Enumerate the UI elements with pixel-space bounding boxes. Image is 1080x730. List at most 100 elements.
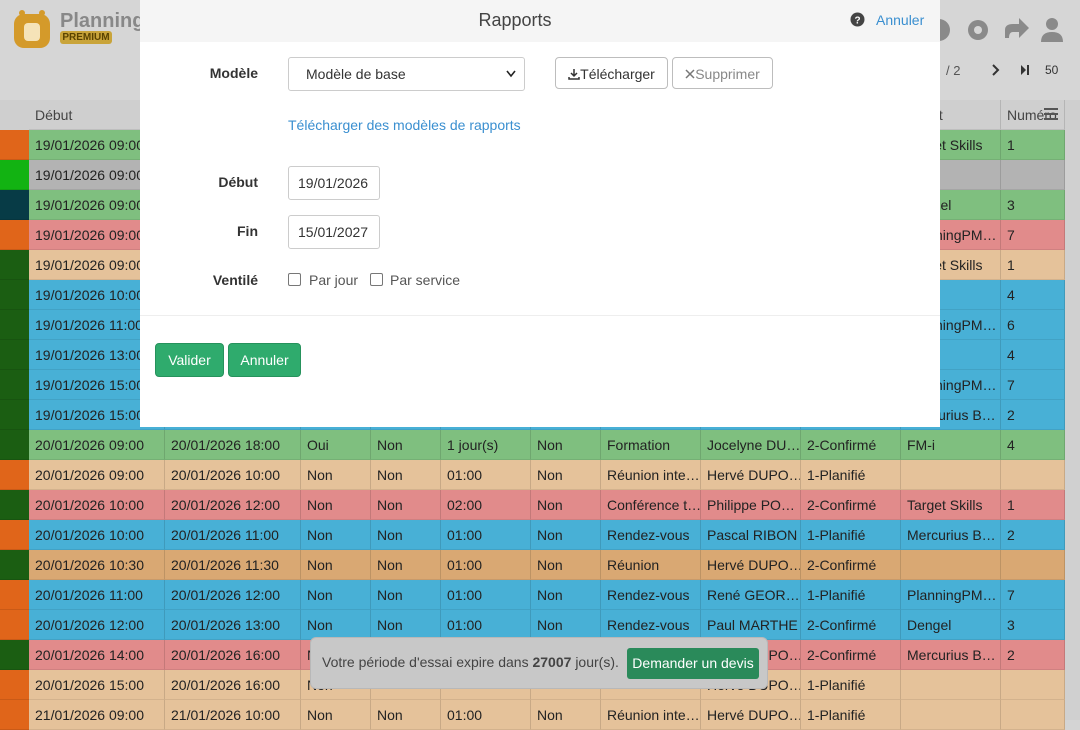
table-cell: Non — [531, 430, 601, 460]
toolbar-icons[interactable] — [925, 12, 1070, 48]
table-cell: 2-Confirmé — [801, 550, 901, 580]
table-cell — [901, 160, 1001, 190]
table-cell: Non — [301, 520, 371, 550]
cancel-link[interactable]: Annuler — [876, 12, 925, 28]
table-cell: Jocelyne DU… — [701, 430, 801, 460]
table-cell: 20/01/2026 18:00 — [165, 430, 301, 460]
table-cell: 20/01/2026 12:00 — [165, 580, 301, 610]
table-cell — [1001, 550, 1065, 580]
table-cell: Conférence t… — [601, 490, 701, 520]
table-cell: Non — [301, 610, 371, 640]
table-cell: René GEOR… — [701, 580, 801, 610]
table-cell: 20/01/2026 16:00 — [165, 640, 301, 670]
row-status-strip — [0, 220, 29, 250]
dialog-title: Rapports — [478, 10, 552, 30]
table-cell — [1001, 160, 1065, 190]
logo — [14, 10, 50, 48]
table-row — [29, 550, 1065, 580]
table-cell: Non — [301, 700, 371, 730]
start-input[interactable]: 19/01/2026 — [288, 166, 380, 200]
row-status-strip — [0, 430, 29, 460]
table-cell: Hervé DUPO… — [701, 550, 801, 580]
model-select[interactable]: Modèle de base — [288, 57, 525, 91]
table-row — [29, 520, 1065, 550]
row-status-strip — [0, 490, 29, 520]
table-cell: Philippe PO… — [701, 490, 801, 520]
scrollbar — [1065, 130, 1080, 720]
table-cell: 3 — [1001, 190, 1065, 220]
table-cell: Non — [371, 430, 441, 460]
download-button[interactable]: Télécharger — [555, 57, 668, 89]
table-cell: 7 — [1001, 370, 1065, 400]
table-cell: 1-Planifié — [801, 580, 901, 610]
quote-button[interactable]: Demander un devis — [627, 648, 759, 679]
table-cell: 1-Planifié — [801, 700, 901, 730]
table-cell: Réunion inte… — [601, 460, 701, 490]
dialog-header: Rapports ? Annuler — [140, 0, 940, 42]
delete-button[interactable]: Supprimer — [672, 57, 773, 89]
per-service-label[interactable]: Par service — [390, 272, 461, 288]
pager-buttons[interactable] — [988, 62, 1036, 78]
table-cell: 1-Planifié — [801, 460, 901, 490]
table-cell: 20/01/2026 16:00 — [165, 670, 301, 700]
table-cell — [901, 670, 1001, 700]
submit-button[interactable]: Valider — [155, 343, 224, 377]
table-cell: 20/01/2026 12:00 — [165, 490, 301, 520]
column-filter-icon[interactable] — [1044, 107, 1060, 121]
table-cell: Non — [531, 520, 601, 550]
table-cell: 01:00 — [441, 580, 531, 610]
end-input[interactable]: 15/01/2027 — [288, 215, 380, 249]
table-cell: 21/01/2026 10:00 — [165, 700, 301, 730]
table-cell: 01:00 — [441, 460, 531, 490]
table-cell — [1001, 700, 1065, 730]
page-size[interactable]: 50 — [1045, 63, 1059, 77]
table-cell: Rendez-vous — [601, 610, 701, 640]
table-cell: 20/01/2026 10:00 — [165, 460, 301, 490]
table-cell: 7 — [1001, 220, 1065, 250]
row-status-strip — [0, 160, 29, 190]
help-icon[interactable]: ? — [850, 12, 865, 27]
table-cell: Mercurius B… — [901, 520, 1001, 550]
split-label: Ventilé — [212, 272, 258, 288]
table-cell: Non — [371, 490, 441, 520]
table-cell: Non — [371, 460, 441, 490]
table-cell: Mercurius B… — [901, 640, 1001, 670]
table-cell: 01:00 — [441, 700, 531, 730]
table-cell: Non — [531, 460, 601, 490]
per-service-checkbox[interactable] — [370, 273, 383, 286]
row-status-strip — [0, 640, 29, 670]
table-cell: 20/01/2026 15:00 — [29, 670, 165, 700]
table-cell: 2-Confirmé — [801, 640, 901, 670]
table-cell: Hervé DUPO… — [701, 700, 801, 730]
premium-badge: PREMIUM — [60, 31, 112, 44]
table-cell: 20/01/2026 10:00 — [29, 520, 165, 550]
per-day-label[interactable]: Par jour — [309, 272, 359, 288]
table-cell: 1 — [1001, 490, 1065, 520]
cancel-button[interactable]: Annuler — [228, 343, 301, 377]
table-cell: Non — [301, 580, 371, 610]
row-status-strip — [0, 310, 29, 340]
table-cell: Non — [531, 610, 601, 640]
table-cell: 01:00 — [441, 520, 531, 550]
table-cell: Non — [301, 490, 371, 520]
table-cell: FM-i — [901, 430, 1001, 460]
table-cell: 20/01/2026 13:00 — [165, 610, 301, 640]
per-day-checkbox[interactable] — [288, 273, 301, 286]
table-cell: 20/01/2026 10:00 — [29, 490, 165, 520]
table-cell: Réunion inte… — [601, 700, 701, 730]
table-cell: Pascal RIBON — [701, 520, 801, 550]
row-status-strip — [0, 250, 29, 280]
trial-before: Votre période d'essai expire dans — [322, 654, 529, 670]
table-cell: Formation — [601, 430, 701, 460]
table-cell: 20/01/2026 11:00 — [29, 580, 165, 610]
row-status-strip — [0, 370, 29, 400]
table-cell: 01:00 — [441, 550, 531, 580]
templates-link[interactable]: Télécharger des modèles de rapports — [288, 117, 521, 133]
table-cell: 2 — [1001, 640, 1065, 670]
table-row — [29, 580, 1065, 610]
table-cell: 1 jour(s) — [441, 430, 531, 460]
delete-label: Supprimer — [695, 66, 760, 82]
table-cell: 01:00 — [441, 610, 531, 640]
table-cell: 2 — [1001, 400, 1065, 430]
